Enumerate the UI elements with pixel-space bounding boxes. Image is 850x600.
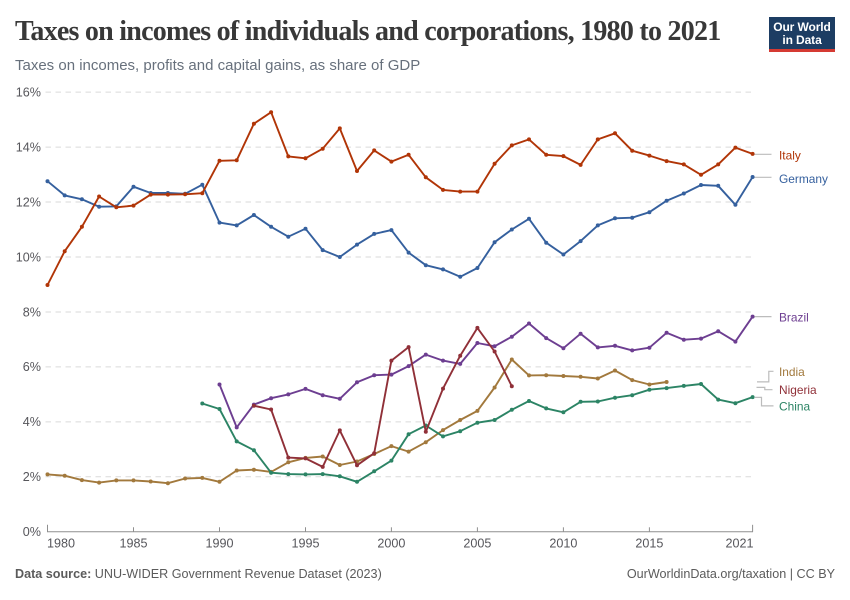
svg-text:2015: 2015 bbox=[635, 537, 663, 551]
svg-text:2%: 2% bbox=[23, 470, 41, 484]
svg-text:14%: 14% bbox=[16, 140, 41, 154]
svg-text:0%: 0% bbox=[23, 525, 41, 539]
svg-text:12%: 12% bbox=[16, 195, 41, 209]
svg-text:2005: 2005 bbox=[463, 537, 491, 551]
svg-text:8%: 8% bbox=[23, 305, 41, 319]
svg-text:6%: 6% bbox=[23, 360, 41, 374]
svg-text:4%: 4% bbox=[23, 415, 41, 429]
svg-text:Brazil: Brazil bbox=[779, 311, 809, 325]
svg-text:China: China bbox=[779, 399, 810, 413]
svg-text:Germany: Germany bbox=[779, 172, 828, 186]
svg-text:10%: 10% bbox=[16, 250, 41, 264]
svg-text:1990: 1990 bbox=[205, 537, 233, 551]
svg-text:2000: 2000 bbox=[377, 537, 405, 551]
svg-text:16%: 16% bbox=[16, 85, 41, 99]
svg-text:1980: 1980 bbox=[47, 537, 75, 551]
svg-text:1985: 1985 bbox=[119, 537, 147, 551]
svg-text:1995: 1995 bbox=[291, 537, 319, 551]
svg-text:Nigeria: Nigeria bbox=[779, 383, 817, 397]
svg-text:Italy: Italy bbox=[779, 149, 801, 163]
svg-text:India: India bbox=[779, 365, 805, 379]
svg-text:2021: 2021 bbox=[725, 537, 753, 551]
svg-text:2010: 2010 bbox=[549, 537, 577, 551]
